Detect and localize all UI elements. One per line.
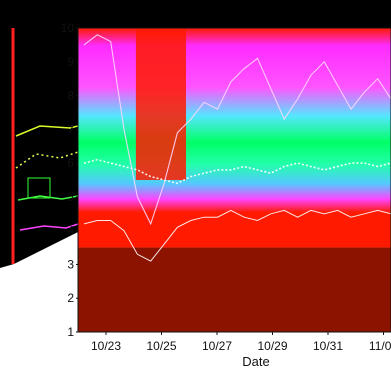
y-tick-label: 4: [67, 224, 74, 238]
series-line-3: [83, 209, 391, 262]
inset-marker-box: [27, 177, 51, 199]
x-tick-label: 10/25: [146, 339, 176, 353]
y-tick-label: 2: [67, 291, 74, 305]
top-black-bar: [0, 0, 391, 28]
x-tick-label: 10/27: [202, 339, 232, 353]
y-tick-label: 1: [67, 325, 74, 339]
inset-trace-magenta: [19, 223, 79, 231]
inset-trace-dotted: [15, 151, 79, 169]
inset-panel-background: [0, 28, 78, 268]
heatmap-dip: [135, 28, 186, 180]
y-tick-label: 3: [67, 257, 74, 271]
y-tick-label: 8: [67, 89, 74, 103]
series-line-1: [83, 158, 391, 185]
y-tick-label: 5: [67, 190, 74, 204]
x-axis-label: Date: [242, 354, 269, 369]
x-tick-label: 11/02: [369, 339, 391, 353]
y-tick-label: 9: [67, 55, 74, 69]
y-tick-label: 7: [67, 122, 74, 136]
x-tick-label: 10/31: [313, 339, 343, 353]
low-band: [78, 247, 391, 332]
heatmap-background: [78, 28, 391, 248]
heatmap-area: [78, 28, 391, 332]
plot-frame: [77, 27, 391, 333]
y-tick-label: 6: [67, 156, 74, 170]
inset-trace-yellow: [15, 125, 79, 137]
x-tick-label: 10/29: [257, 339, 287, 353]
x-tick-label: 10/23: [91, 339, 121, 353]
series-line-2: [83, 34, 391, 226]
heatmap-dip-region: [135, 28, 186, 180]
y-tick-label: 10: [61, 21, 75, 35]
